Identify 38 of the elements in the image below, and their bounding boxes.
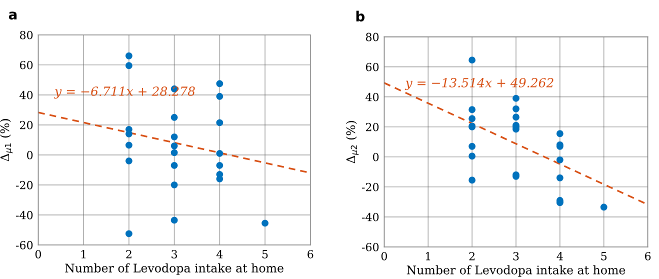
x-tick-label: 1: [81, 250, 86, 258]
y-tick-label: 60: [366, 62, 379, 72]
x-tick-label: 2: [126, 250, 132, 258]
x-axis-title: Number of Levodopa intake at home: [406, 265, 626, 277]
y-tick-label: -40: [16, 210, 33, 220]
x-axis-title: Number of Levodopa intake at home: [65, 263, 284, 275]
chart-title: b: [356, 10, 365, 22]
x-tick-label: 4: [556, 252, 563, 260]
x-tick-label: 0: [381, 252, 387, 260]
x-tick-label: 0: [35, 250, 42, 258]
y-tick-label: 40: [366, 92, 379, 102]
y-tick-label: -60: [362, 242, 379, 252]
x-tick-label: 5: [262, 250, 268, 258]
y-axis-title: Δ$_{μ1}$ (%): [0, 119, 13, 162]
x-tick-label: 4: [216, 250, 223, 258]
x-tick-label: 6: [645, 252, 651, 260]
chart-title: a: [8, 12, 17, 20]
x-tick-label: 6: [308, 250, 314, 258]
y-tick-label: -20: [16, 180, 33, 190]
y-tick-label: 40: [20, 90, 33, 100]
annotation: y = −13.514x + 49.262: [404, 78, 554, 90]
x-tick-label: 3: [513, 252, 519, 260]
x-tick-label: 2: [469, 252, 475, 260]
y-axis-title: Δ$_{μ2}$ (%): [346, 120, 359, 164]
y-tick-label: 20: [20, 120, 33, 130]
x-tick-label: 5: [601, 252, 607, 260]
x-tick-label: 3: [172, 250, 178, 258]
y-tick-label: 80: [20, 30, 33, 40]
x-tick-label: 1: [426, 252, 430, 260]
y-tick-label: -40: [362, 212, 379, 222]
y-tick-label: 80: [366, 32, 379, 42]
y-tick-label: 0: [373, 152, 379, 162]
y-tick-label: -60: [16, 240, 33, 250]
y-tick-label: 60: [20, 60, 33, 70]
y-tick-label: 0: [27, 150, 33, 160]
annotation: y = −6.711x + 28.278: [54, 86, 195, 99]
y-tick-label: -20: [362, 182, 379, 192]
y-tick-label: 20: [366, 122, 379, 132]
